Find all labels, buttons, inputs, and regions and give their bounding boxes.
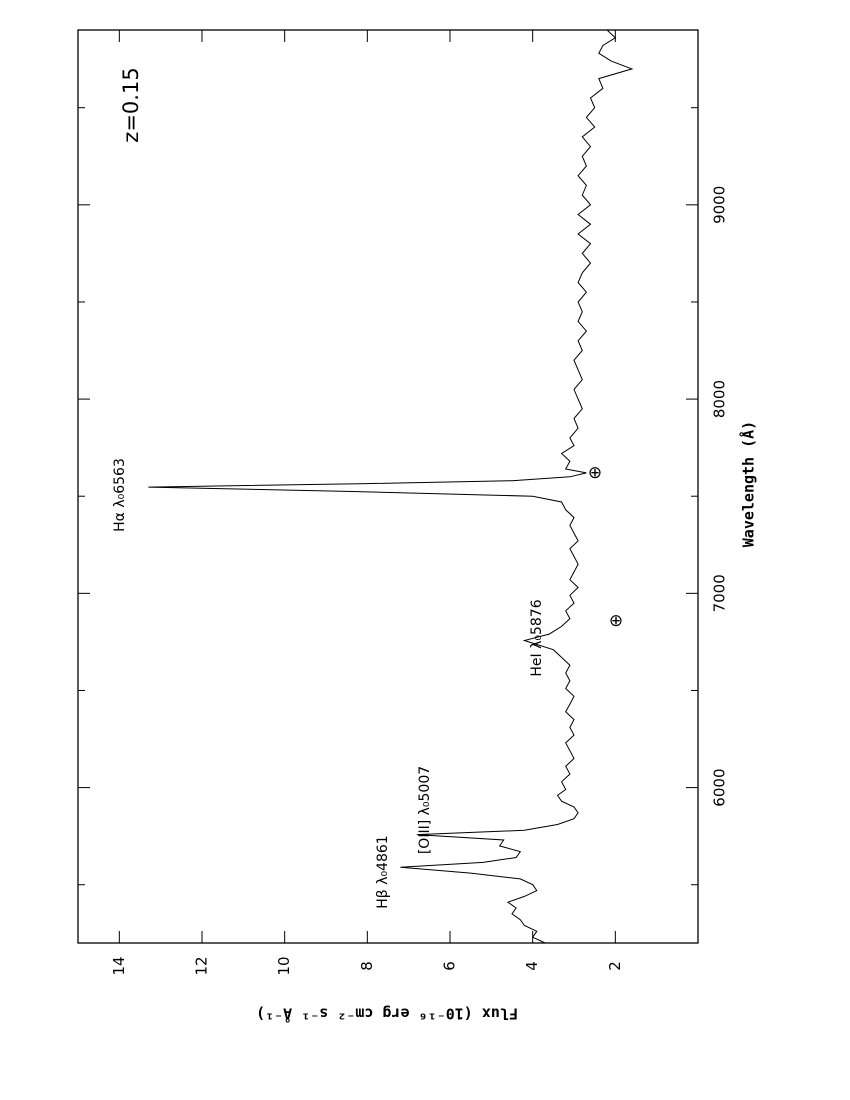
y-tick-label: 14	[110, 956, 128, 975]
y-tick-label: 4	[523, 961, 541, 971]
x-tick-label: 6000	[711, 769, 729, 807]
x-tick-label: 8000	[711, 380, 729, 418]
y-axis-label: Flux (10⁻¹⁶ erg cm⁻² s⁻¹ Å⁻¹)	[256, 1005, 518, 1024]
y-tick-label: 10	[275, 956, 293, 975]
spectrum-line	[148, 29, 634, 944]
annotation: z=0.15	[119, 67, 143, 142]
annotation: [OIII] λ₀5007	[417, 766, 433, 854]
annotation: Hα λ₀6563	[112, 458, 128, 532]
plot-frame	[77, 29, 699, 944]
annotation: ⊕	[588, 463, 602, 483]
annotation: Hβ λ₀4861	[375, 835, 391, 908]
annotation: HeI λ₀5876	[529, 599, 545, 676]
annotation: ⊕	[609, 611, 623, 631]
y-tick-label: 6	[441, 961, 459, 971]
x-tick-label: 9000	[711, 186, 729, 224]
y-tick-label: 2	[606, 961, 624, 971]
x-axis-label: Wavelength (Å)	[739, 421, 758, 547]
y-tick-label: 12	[193, 956, 211, 975]
y-tick-label: 8	[358, 961, 376, 971]
x-tick-label: 7000	[711, 574, 729, 612]
